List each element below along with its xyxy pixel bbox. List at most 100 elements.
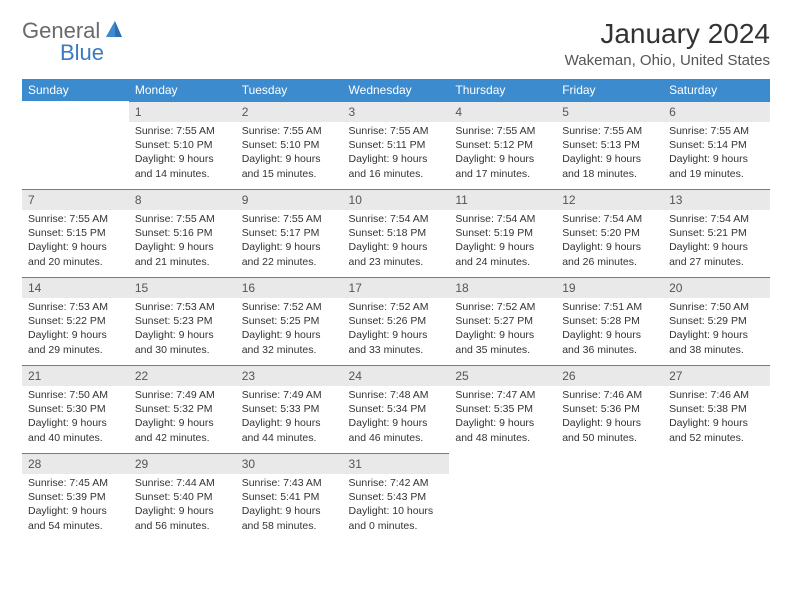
sunset-text: Sunset: 5:20 PM <box>562 226 657 240</box>
day-number: 14 <box>22 277 129 298</box>
calendar-cell <box>556 453 663 541</box>
day-details: Sunrise: 7:52 AMSunset: 5:27 PMDaylight:… <box>449 298 556 359</box>
calendar-cell: 17Sunrise: 7:52 AMSunset: 5:26 PMDayligh… <box>343 277 450 365</box>
calendar-cell: 7Sunrise: 7:55 AMSunset: 5:15 PMDaylight… <box>22 189 129 277</box>
calendar-cell: 18Sunrise: 7:52 AMSunset: 5:27 PMDayligh… <box>449 277 556 365</box>
daylight-text: Daylight: 10 hours and 0 minutes. <box>349 504 444 532</box>
logo-blue-row: Blue <box>22 40 104 66</box>
sunrise-text: Sunrise: 7:49 AM <box>242 388 337 402</box>
day-details: Sunrise: 7:52 AMSunset: 5:25 PMDaylight:… <box>236 298 343 359</box>
day-details: Sunrise: 7:46 AMSunset: 5:38 PMDaylight:… <box>663 386 770 447</box>
sunrise-text: Sunrise: 7:52 AM <box>349 300 444 314</box>
sunrise-text: Sunrise: 7:55 AM <box>669 124 764 138</box>
sunrise-text: Sunrise: 7:55 AM <box>135 212 230 226</box>
calendar-cell: 1Sunrise: 7:55 AMSunset: 5:10 PMDaylight… <box>129 101 236 189</box>
day-details: Sunrise: 7:54 AMSunset: 5:18 PMDaylight:… <box>343 210 450 271</box>
sunset-text: Sunset: 5:43 PM <box>349 490 444 504</box>
sunset-text: Sunset: 5:17 PM <box>242 226 337 240</box>
daylight-text: Daylight: 9 hours and 21 minutes. <box>135 240 230 268</box>
calendar-cell: 15Sunrise: 7:53 AMSunset: 5:23 PMDayligh… <box>129 277 236 365</box>
sunrise-text: Sunrise: 7:55 AM <box>28 212 123 226</box>
sunset-text: Sunset: 5:26 PM <box>349 314 444 328</box>
daylight-text: Daylight: 9 hours and 19 minutes. <box>669 152 764 180</box>
daylight-text: Daylight: 9 hours and 40 minutes. <box>28 416 123 444</box>
location: Wakeman, Ohio, United States <box>565 52 770 69</box>
day-details: Sunrise: 7:55 AMSunset: 5:17 PMDaylight:… <box>236 210 343 271</box>
daylight-text: Daylight: 9 hours and 22 minutes. <box>242 240 337 268</box>
calendar-cell: 9Sunrise: 7:55 AMSunset: 5:17 PMDaylight… <box>236 189 343 277</box>
day-number: 1 <box>129 101 236 122</box>
daylight-text: Daylight: 9 hours and 56 minutes. <box>135 504 230 532</box>
sunset-text: Sunset: 5:33 PM <box>242 402 337 416</box>
day-details: Sunrise: 7:50 AMSunset: 5:29 PMDaylight:… <box>663 298 770 359</box>
sunset-text: Sunset: 5:38 PM <box>669 402 764 416</box>
calendar-week-row: 21Sunrise: 7:50 AMSunset: 5:30 PMDayligh… <box>22 365 770 453</box>
logo-sail-icon <box>104 19 124 44</box>
day-details: Sunrise: 7:47 AMSunset: 5:35 PMDaylight:… <box>449 386 556 447</box>
daylight-text: Daylight: 9 hours and 35 minutes. <box>455 328 550 356</box>
day-number: 3 <box>343 101 450 122</box>
sunset-text: Sunset: 5:28 PM <box>562 314 657 328</box>
day-details: Sunrise: 7:55 AMSunset: 5:14 PMDaylight:… <box>663 122 770 183</box>
sunset-text: Sunset: 5:10 PM <box>135 138 230 152</box>
day-details: Sunrise: 7:54 AMSunset: 5:20 PMDaylight:… <box>556 210 663 271</box>
day-details: Sunrise: 7:55 AMSunset: 5:10 PMDaylight:… <box>129 122 236 183</box>
dow-header: Wednesday <box>343 79 450 101</box>
daylight-text: Daylight: 9 hours and 14 minutes. <box>135 152 230 180</box>
sunset-text: Sunset: 5:22 PM <box>28 314 123 328</box>
calendar-cell: 27Sunrise: 7:46 AMSunset: 5:38 PMDayligh… <box>663 365 770 453</box>
sunset-text: Sunset: 5:23 PM <box>135 314 230 328</box>
sunrise-text: Sunrise: 7:54 AM <box>669 212 764 226</box>
calendar-cell: 22Sunrise: 7:49 AMSunset: 5:32 PMDayligh… <box>129 365 236 453</box>
calendar-cell: 8Sunrise: 7:55 AMSunset: 5:16 PMDaylight… <box>129 189 236 277</box>
day-number: 4 <box>449 101 556 122</box>
sunset-text: Sunset: 5:30 PM <box>28 402 123 416</box>
sunset-text: Sunset: 5:21 PM <box>669 226 764 240</box>
daylight-text: Daylight: 9 hours and 20 minutes. <box>28 240 123 268</box>
daylight-text: Daylight: 9 hours and 24 minutes. <box>455 240 550 268</box>
header: General January 2024 Wakeman, Ohio, Unit… <box>22 18 770 69</box>
day-number: 7 <box>22 189 129 210</box>
daylight-text: Daylight: 9 hours and 16 minutes. <box>349 152 444 180</box>
daylight-text: Daylight: 9 hours and 50 minutes. <box>562 416 657 444</box>
dow-header: Saturday <box>663 79 770 101</box>
day-details: Sunrise: 7:55 AMSunset: 5:11 PMDaylight:… <box>343 122 450 183</box>
day-number: 22 <box>129 365 236 386</box>
day-number: 13 <box>663 189 770 210</box>
sunset-text: Sunset: 5:10 PM <box>242 138 337 152</box>
sunset-text: Sunset: 5:29 PM <box>669 314 764 328</box>
day-details: Sunrise: 7:51 AMSunset: 5:28 PMDaylight:… <box>556 298 663 359</box>
day-number: 29 <box>129 453 236 474</box>
sunrise-text: Sunrise: 7:50 AM <box>28 388 123 402</box>
dow-header: Thursday <box>449 79 556 101</box>
sunrise-text: Sunrise: 7:50 AM <box>669 300 764 314</box>
sunrise-text: Sunrise: 7:54 AM <box>562 212 657 226</box>
day-number: 9 <box>236 189 343 210</box>
day-number: 26 <box>556 365 663 386</box>
sunset-text: Sunset: 5:40 PM <box>135 490 230 504</box>
calendar-cell: 19Sunrise: 7:51 AMSunset: 5:28 PMDayligh… <box>556 277 663 365</box>
day-number: 31 <box>343 453 450 474</box>
sunrise-text: Sunrise: 7:55 AM <box>455 124 550 138</box>
sunrise-text: Sunrise: 7:52 AM <box>242 300 337 314</box>
sunrise-text: Sunrise: 7:52 AM <box>455 300 550 314</box>
day-number: 15 <box>129 277 236 298</box>
sunrise-text: Sunrise: 7:46 AM <box>669 388 764 402</box>
month-title: January 2024 <box>565 18 770 50</box>
daylight-text: Daylight: 9 hours and 36 minutes. <box>562 328 657 356</box>
calendar-cell: 6Sunrise: 7:55 AMSunset: 5:14 PMDaylight… <box>663 101 770 189</box>
title-block: January 2024 Wakeman, Ohio, United State… <box>565 18 770 69</box>
sunrise-text: Sunrise: 7:43 AM <box>242 476 337 490</box>
sunset-text: Sunset: 5:19 PM <box>455 226 550 240</box>
day-details: Sunrise: 7:55 AMSunset: 5:10 PMDaylight:… <box>236 122 343 183</box>
sunset-text: Sunset: 5:12 PM <box>455 138 550 152</box>
sunrise-text: Sunrise: 7:53 AM <box>28 300 123 314</box>
sunset-text: Sunset: 5:36 PM <box>562 402 657 416</box>
day-number: 20 <box>663 277 770 298</box>
day-details: Sunrise: 7:42 AMSunset: 5:43 PMDaylight:… <box>343 474 450 535</box>
day-details: Sunrise: 7:55 AMSunset: 5:15 PMDaylight:… <box>22 210 129 271</box>
daylight-text: Daylight: 9 hours and 15 minutes. <box>242 152 337 180</box>
daylight-text: Daylight: 9 hours and 58 minutes. <box>242 504 337 532</box>
sunset-text: Sunset: 5:11 PM <box>349 138 444 152</box>
sunrise-text: Sunrise: 7:51 AM <box>562 300 657 314</box>
